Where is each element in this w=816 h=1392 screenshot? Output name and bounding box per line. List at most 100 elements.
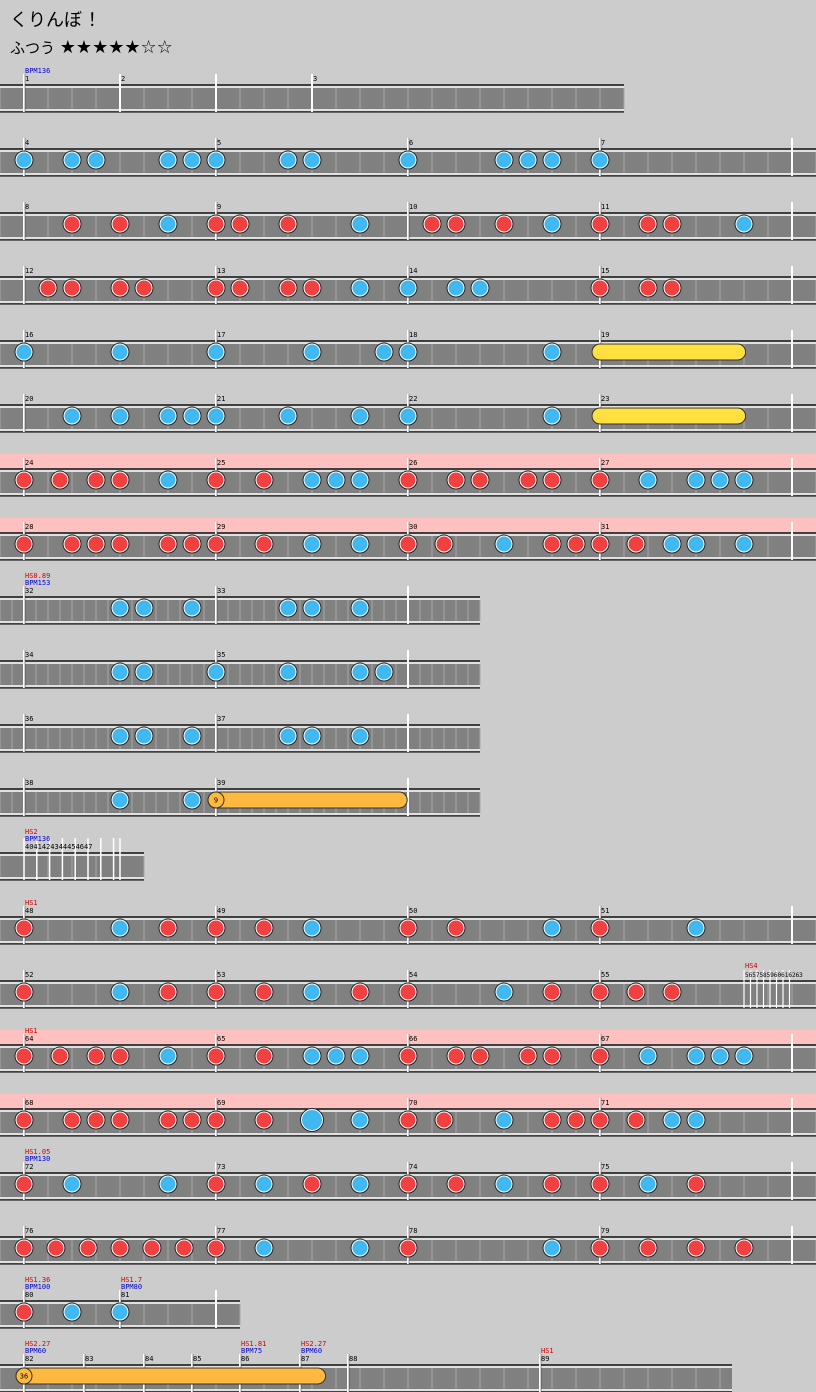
don-note	[208, 472, 224, 488]
don-note	[568, 1112, 584, 1128]
ka-note	[544, 1240, 560, 1256]
ka-note	[304, 152, 320, 168]
don-note	[176, 1240, 192, 1256]
don-note	[280, 280, 296, 296]
ka-note	[352, 1176, 368, 1192]
measure-number: 68	[25, 1099, 33, 1107]
don-note	[448, 216, 464, 232]
don-note	[52, 472, 68, 488]
ka-note	[736, 1048, 752, 1064]
measure-number: 81	[121, 1291, 129, 1299]
don-note	[52, 1048, 68, 1064]
ka-note	[184, 792, 200, 808]
ka-note	[280, 152, 296, 168]
ka-note	[208, 408, 224, 424]
ka-note	[352, 280, 368, 296]
ka-note	[184, 408, 200, 424]
measure-number: 20	[25, 395, 33, 403]
don-note	[544, 1048, 560, 1064]
don-note	[160, 536, 176, 552]
ka-note	[280, 408, 296, 424]
balloon-bar	[207, 791, 408, 809]
don-note	[400, 920, 416, 936]
measure-number: 31	[601, 523, 609, 531]
don-note	[208, 984, 224, 1000]
bpm-label: BPM60	[301, 1347, 322, 1355]
measure-number: 52	[25, 971, 33, 979]
don-note	[592, 472, 608, 488]
don-note	[88, 472, 104, 488]
ka-note	[352, 664, 368, 680]
measure-number: 36	[25, 715, 33, 723]
ka-note	[400, 408, 416, 424]
ka-note	[302, 1110, 322, 1130]
don-note	[400, 984, 416, 1000]
don-note	[448, 472, 464, 488]
don-note	[112, 1048, 128, 1064]
row-13	[0, 838, 145, 881]
ka-note	[208, 664, 224, 680]
measure-number: 48	[25, 907, 33, 915]
hs-label: HS2.27	[25, 1340, 50, 1348]
balloon-count: 9	[214, 797, 218, 805]
ka-note	[736, 216, 752, 232]
ka-note	[160, 1048, 176, 1064]
bpm-label: BPM80	[121, 1283, 142, 1291]
ka-note	[688, 920, 704, 936]
don-note	[400, 536, 416, 552]
don-note	[16, 1048, 32, 1064]
ka-note	[496, 984, 512, 1000]
ka-note	[352, 1048, 368, 1064]
don-note	[80, 1240, 96, 1256]
don-note	[592, 280, 608, 296]
don-note	[16, 1240, 32, 1256]
don-note	[496, 216, 512, 232]
don-note	[256, 984, 272, 1000]
don-note	[628, 536, 644, 552]
measure-number: 26	[409, 459, 417, 467]
difficulty-label: ふつう	[10, 39, 56, 57]
ka-note	[544, 920, 560, 936]
row-17	[0, 1094, 816, 1137]
measure-number: 82	[25, 1355, 33, 1363]
row-6	[0, 394, 816, 433]
ka-note	[688, 1048, 704, 1064]
balloon-head	[207, 791, 225, 809]
don-note	[112, 1112, 128, 1128]
don-note	[592, 984, 608, 1000]
don-note	[88, 1048, 104, 1064]
don-note	[16, 1176, 32, 1192]
don-note	[136, 280, 152, 296]
ka-note	[544, 216, 560, 232]
don-note	[592, 216, 608, 232]
don-note	[144, 1240, 160, 1256]
measure-number: 35	[217, 651, 225, 659]
don-note	[232, 280, 248, 296]
balloon-bar	[15, 1367, 327, 1385]
don-note	[688, 1240, 704, 1256]
measure-number: 24	[25, 459, 33, 467]
ka-note	[352, 728, 368, 744]
measure-number: 69	[217, 1099, 225, 1107]
ka-note	[496, 1176, 512, 1192]
don-note	[400, 1240, 416, 1256]
measure-number: 33	[217, 587, 225, 595]
ka-note	[352, 1112, 368, 1128]
hs-label: HS1.81	[241, 1340, 266, 1348]
row-8	[0, 518, 816, 561]
ka-note	[304, 728, 320, 744]
don-note	[64, 536, 80, 552]
ka-note	[112, 792, 128, 808]
don-note	[640, 1240, 656, 1256]
don-note	[304, 280, 320, 296]
hs-label: HS1.7	[121, 1276, 142, 1284]
measure-number: 23	[601, 395, 609, 403]
measure-number: 55	[601, 971, 609, 979]
difficulty-line: ふつう ★★★★★☆☆	[10, 37, 173, 58]
ka-note	[160, 408, 176, 424]
measure-number: 39	[217, 779, 225, 787]
measure-number: 70	[409, 1099, 417, 1107]
measure-number: 12	[25, 267, 33, 275]
ka-note	[112, 920, 128, 936]
don-note	[112, 472, 128, 488]
